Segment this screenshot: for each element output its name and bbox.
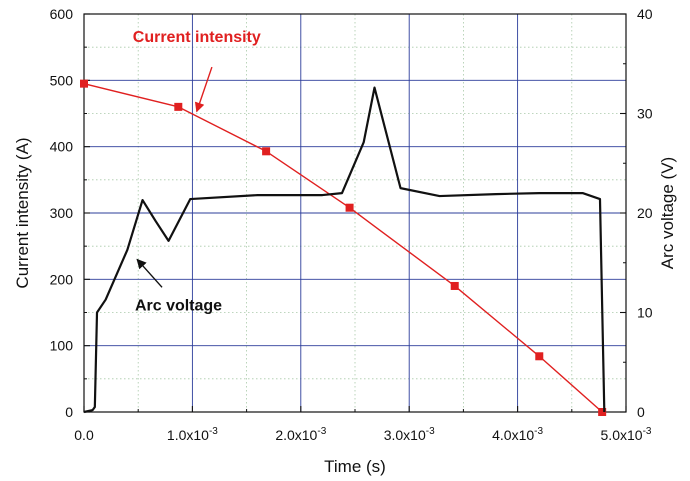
series-line-current-intensity xyxy=(83,82,603,413)
y-left-tick-label: 300 xyxy=(50,205,74,221)
y-left-tick-label: 500 xyxy=(50,72,74,88)
data-point-current-intensity xyxy=(174,102,183,111)
y-left-tick-label: 0 xyxy=(65,404,73,420)
series-layer xyxy=(80,79,607,416)
data-point-current-intensity xyxy=(345,203,354,212)
y-left-tick-label: 600 xyxy=(50,6,74,22)
x-tick-label: 3.0x10-3 xyxy=(384,426,435,443)
annotation-current-intensity: Current intensity xyxy=(133,29,261,46)
y-right-tick-label: 30 xyxy=(637,106,653,122)
data-point-current-intensity xyxy=(535,352,544,361)
annotation-arc-voltage: Arc voltage xyxy=(135,298,222,315)
y-right-tick-label: 10 xyxy=(637,305,653,321)
y-right-tick-label: 40 xyxy=(637,6,653,22)
x-axis-label: Time (s) xyxy=(324,457,386,476)
y-right-tick-label: 0 xyxy=(637,404,645,420)
y-axis-left-label: Current intensity (A) xyxy=(13,137,32,288)
data-point-current-intensity xyxy=(80,79,88,88)
series-line-arc-voltage xyxy=(83,86,606,414)
data-point-current-intensity xyxy=(450,281,459,290)
x-tick-label: 5.0x10-3 xyxy=(601,426,652,443)
annotations: Current intensity Arc voltage xyxy=(133,29,261,315)
x-tick-label: 2.0x10-3 xyxy=(275,426,326,443)
x-tick-label: 1.0x10-3 xyxy=(167,426,218,443)
major-grid xyxy=(84,14,626,412)
y-left-tick-label: 200 xyxy=(50,271,74,287)
x-tick-label: 0.0 xyxy=(74,427,94,443)
data-point-current-intensity xyxy=(598,408,607,416)
annotation-arrow xyxy=(136,258,163,288)
y-left-tick-label: 400 xyxy=(50,139,74,155)
y-right-tick-label: 20 xyxy=(637,205,653,221)
data-point-current-intensity xyxy=(262,147,271,156)
y-left-tick-label: 100 xyxy=(50,338,74,354)
y-axis-right-label: Arc voltage (V) xyxy=(658,157,677,269)
x-tick-label: 4.0x10-3 xyxy=(492,426,543,443)
tick-labels: 0.0 1.0x10-3 2.0x10-3 3.0x10-3 4.0x10-3 5.0x1… xyxy=(50,6,653,443)
annotation-arrow xyxy=(194,66,213,113)
